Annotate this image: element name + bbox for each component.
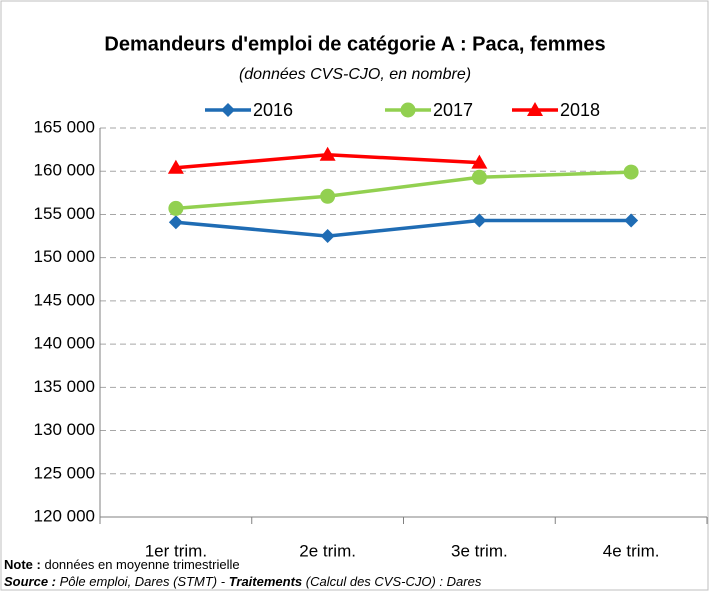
chart-title: Demandeurs d'emploi de catégorie A : Pac… — [104, 33, 605, 55]
data-point — [320, 229, 335, 244]
data-point — [168, 215, 183, 230]
series-line — [175, 170, 632, 211]
source: Source : Pôle emploi, Dares (STMT) - Tra… — [4, 574, 482, 589]
y-tick-label: 120 000 — [34, 506, 95, 525]
legend-marker — [400, 102, 416, 118]
y-tick-label: 155 000 — [34, 204, 95, 223]
y-tick-label: 130 000 — [34, 420, 95, 439]
legend-label: 2017 — [433, 100, 473, 120]
data-point — [471, 154, 488, 169]
chart-subtitle: (données CVS-CJO, en nombre) — [239, 66, 471, 83]
legend-marker — [221, 103, 235, 117]
x-tick-label: 3e trim. — [451, 541, 508, 560]
note-label: Note : — [4, 557, 41, 572]
legend-marker — [527, 102, 543, 116]
y-tick-label: 165 000 — [34, 117, 95, 136]
data-point — [167, 159, 184, 174]
y-tick-label: 145 000 — [34, 290, 95, 309]
note: Note : données en moyenne trimestrielle — [4, 557, 240, 572]
y-tick-label: 135 000 — [34, 377, 95, 396]
data-point — [168, 200, 184, 216]
source-text: Pôle emploi, Dares (STMT) - — [60, 574, 226, 589]
x-tick-label: 4e trim. — [603, 541, 660, 560]
data-point — [471, 169, 487, 185]
source-label: Source : — [4, 574, 56, 589]
series-line — [175, 218, 632, 238]
legend-label: 2018 — [560, 100, 600, 120]
data-point — [623, 164, 639, 180]
data-point — [320, 188, 336, 204]
note-text: données en moyenne trimestrielle — [44, 557, 239, 572]
source-text2: (Calcul des CVS-CJO) : Dares — [306, 574, 482, 589]
y-tick-label: 160 000 — [34, 161, 95, 180]
x-tick-label: 1er trim. — [145, 541, 207, 560]
data-point — [319, 146, 336, 161]
data-point — [472, 213, 487, 228]
legend-label: 2016 — [253, 100, 293, 120]
y-tick-label: 150 000 — [34, 247, 95, 266]
x-tick-label: 2e trim. — [299, 541, 356, 560]
data-point — [624, 213, 639, 228]
y-tick-label: 125 000 — [34, 463, 95, 482]
y-tick-label: 140 000 — [34, 334, 95, 353]
source-label2: Traitements — [229, 574, 302, 589]
